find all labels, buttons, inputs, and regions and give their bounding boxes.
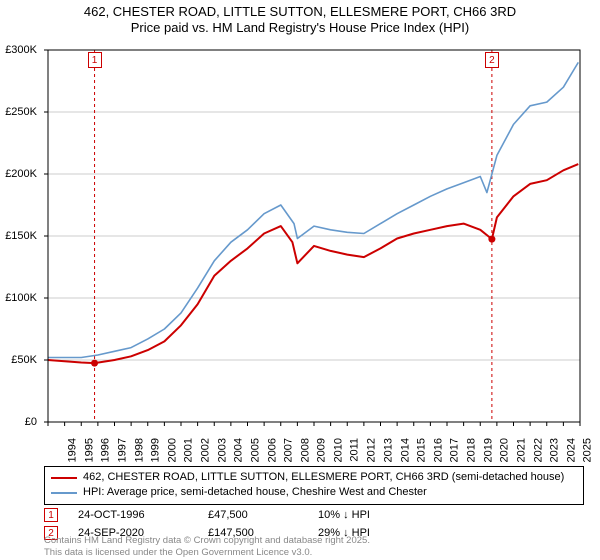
x-axis-label: 2020 [499, 438, 511, 462]
chart-svg [44, 46, 584, 426]
chart-container: 462, CHESTER ROAD, LITTLE SUTTON, ELLESM… [0, 0, 600, 560]
y-axis-label: £100K [0, 292, 37, 304]
x-axis-label: 2021 [515, 438, 527, 462]
chart-marker-label: 1 [88, 52, 102, 68]
x-axis-label: 2005 [249, 438, 261, 462]
x-axis-label: 2010 [332, 438, 344, 462]
license-line-2: This data is licensed under the Open Gov… [44, 547, 370, 558]
transaction-row: 1 24-OCT-1996 £47,500 10% ↓ HPI [44, 506, 438, 524]
legend-box: 462, CHESTER ROAD, LITTLE SUTTON, ELLESM… [44, 466, 584, 505]
x-axis-label: 2012 [366, 438, 378, 462]
y-axis-label: £300K [0, 44, 37, 56]
license-text: Contains HM Land Registry data © Crown c… [44, 535, 370, 558]
x-axis-label: 1998 [133, 438, 145, 462]
chart-title: 462, CHESTER ROAD, LITTLE SUTTON, ELLESM… [0, 0, 600, 37]
x-axis-label: 2004 [233, 438, 245, 462]
transaction-price: £47,500 [208, 509, 318, 521]
legend-item-hpi: HPI: Average price, semi-detached house,… [51, 485, 577, 500]
x-axis-label: 2017 [449, 438, 461, 462]
y-axis-label: £250K [0, 106, 37, 118]
x-axis-label: 2011 [348, 438, 360, 462]
title-line-1: 462, CHESTER ROAD, LITTLE SUTTON, ELLESM… [0, 4, 600, 20]
transaction-vs-hpi: 10% ↓ HPI [318, 509, 438, 521]
x-axis-label: 2025 [582, 438, 594, 462]
x-axis-label: 1996 [100, 438, 112, 462]
x-axis-label: 2015 [416, 438, 428, 462]
y-axis-label: £150K [0, 230, 37, 242]
x-axis-label: 2018 [465, 438, 477, 462]
x-axis-label: 2013 [382, 438, 394, 462]
x-axis-label: 2024 [565, 438, 577, 462]
x-axis-label: 2001 [183, 438, 195, 462]
x-axis-label: 2014 [399, 438, 411, 462]
x-axis-label: 2000 [166, 438, 178, 462]
legend-label-property: 462, CHESTER ROAD, LITTLE SUTTON, ELLESM… [83, 470, 564, 485]
x-axis-label: 1994 [66, 438, 78, 462]
x-axis-label: 2009 [316, 438, 328, 462]
x-axis-label: 1995 [83, 438, 95, 462]
transaction-marker-icon: 1 [44, 508, 58, 522]
transaction-date: 24-OCT-1996 [78, 509, 208, 521]
legend-swatch-property [51, 477, 77, 479]
x-axis-label: 2007 [283, 438, 295, 462]
x-axis-label: 2003 [216, 438, 228, 462]
title-line-2: Price paid vs. HM Land Registry's House … [0, 20, 600, 36]
chart-marker-label: 2 [485, 52, 499, 68]
y-axis-label: £50K [0, 354, 37, 366]
x-axis-label: 1999 [150, 438, 162, 462]
legend-swatch-hpi [51, 492, 77, 494]
license-line-1: Contains HM Land Registry data © Crown c… [44, 535, 370, 546]
x-axis-label: 2002 [199, 438, 211, 462]
x-axis-label: 2016 [432, 438, 444, 462]
x-axis-label: 2006 [266, 438, 278, 462]
y-axis-label: £200K [0, 168, 37, 180]
x-axis-label: 1997 [116, 438, 128, 462]
legend-item-property: 462, CHESTER ROAD, LITTLE SUTTON, ELLESM… [51, 470, 577, 485]
y-axis-label: £0 [0, 416, 37, 428]
x-axis-label: 2023 [549, 438, 561, 462]
legend-label-hpi: HPI: Average price, semi-detached house,… [83, 485, 427, 500]
x-axis-label: 2008 [299, 438, 311, 462]
x-axis-label: 2022 [532, 438, 544, 462]
x-axis-label: 2019 [482, 438, 494, 462]
chart-plot-area: £0£50K£100K£150K£200K£250K£300K199419951… [44, 46, 584, 426]
